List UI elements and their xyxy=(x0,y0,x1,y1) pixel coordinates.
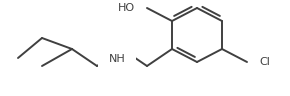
Text: NH: NH xyxy=(109,54,125,64)
Text: HO: HO xyxy=(118,3,135,13)
Text: Cl: Cl xyxy=(259,57,270,67)
